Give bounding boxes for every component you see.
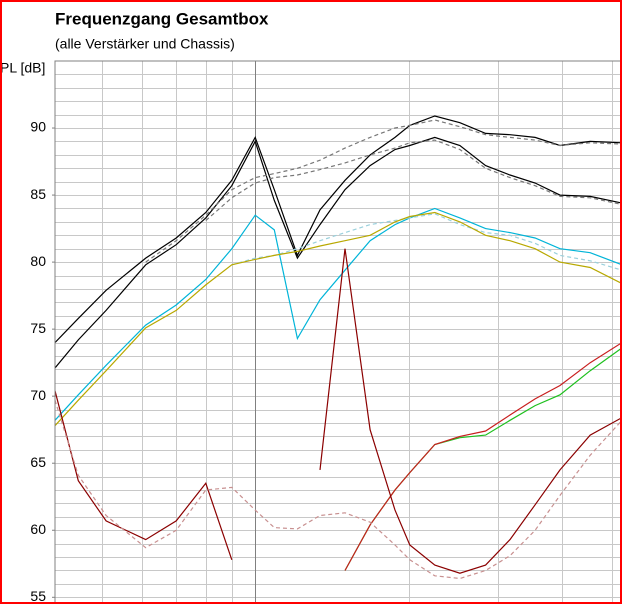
grid bbox=[52, 61, 622, 604]
y-axis-label: PL [dB] bbox=[0, 60, 45, 76]
series-line bbox=[55, 400, 622, 580]
y-tick-label: 60 bbox=[30, 521, 46, 537]
y-tick-label: 75 bbox=[30, 320, 46, 336]
series-line bbox=[55, 136, 622, 369]
y-tick-label: 65 bbox=[30, 454, 46, 470]
chart-title: Frequenzgang Gesamtbox bbox=[55, 9, 269, 28]
series-line bbox=[55, 207, 622, 421]
chart-subtitle: (alle Verstärker und Chassis) bbox=[55, 36, 235, 52]
series-line bbox=[55, 248, 622, 574]
series-line bbox=[231, 213, 622, 271]
y-tick-label: 80 bbox=[30, 253, 46, 269]
y-tick-label: 90 bbox=[30, 119, 46, 135]
series-line bbox=[55, 115, 622, 344]
lines bbox=[55, 115, 622, 580]
series-line bbox=[145, 119, 622, 263]
y-label-bg bbox=[0, 60, 50, 77]
y-tick-label: 70 bbox=[30, 387, 46, 403]
series-line bbox=[55, 211, 622, 427]
series-line bbox=[205, 139, 622, 221]
y-tick-label: 85 bbox=[30, 186, 46, 202]
labels: 55 60 65 70 75 80 85 90 bbox=[30, 119, 46, 604]
y-tick-label: 55 bbox=[30, 588, 46, 604]
